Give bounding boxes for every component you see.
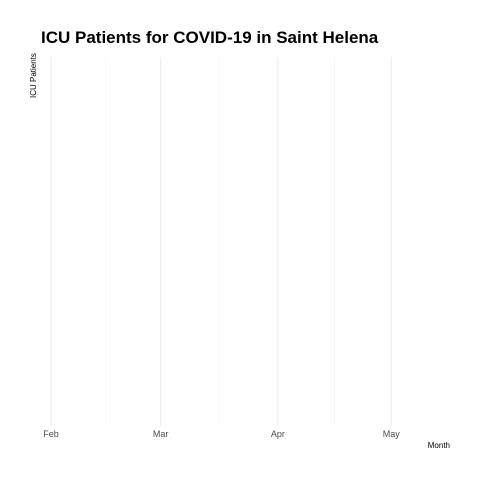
grid-layer [50,57,392,426]
x-tick-label: Apr [271,429,285,439]
x-tick-labels: Feb Mar Apr May [43,429,400,439]
x-tick-label: Feb [43,429,59,439]
x-tick-label: May [383,429,401,439]
y-axis-label: ICU Patients [29,53,38,98]
x-axis-label: Month [428,441,450,450]
x-tick-label: Mar [153,429,169,439]
chart-title: ICU Patients for COVID-19 in Saint Helen… [41,28,379,47]
